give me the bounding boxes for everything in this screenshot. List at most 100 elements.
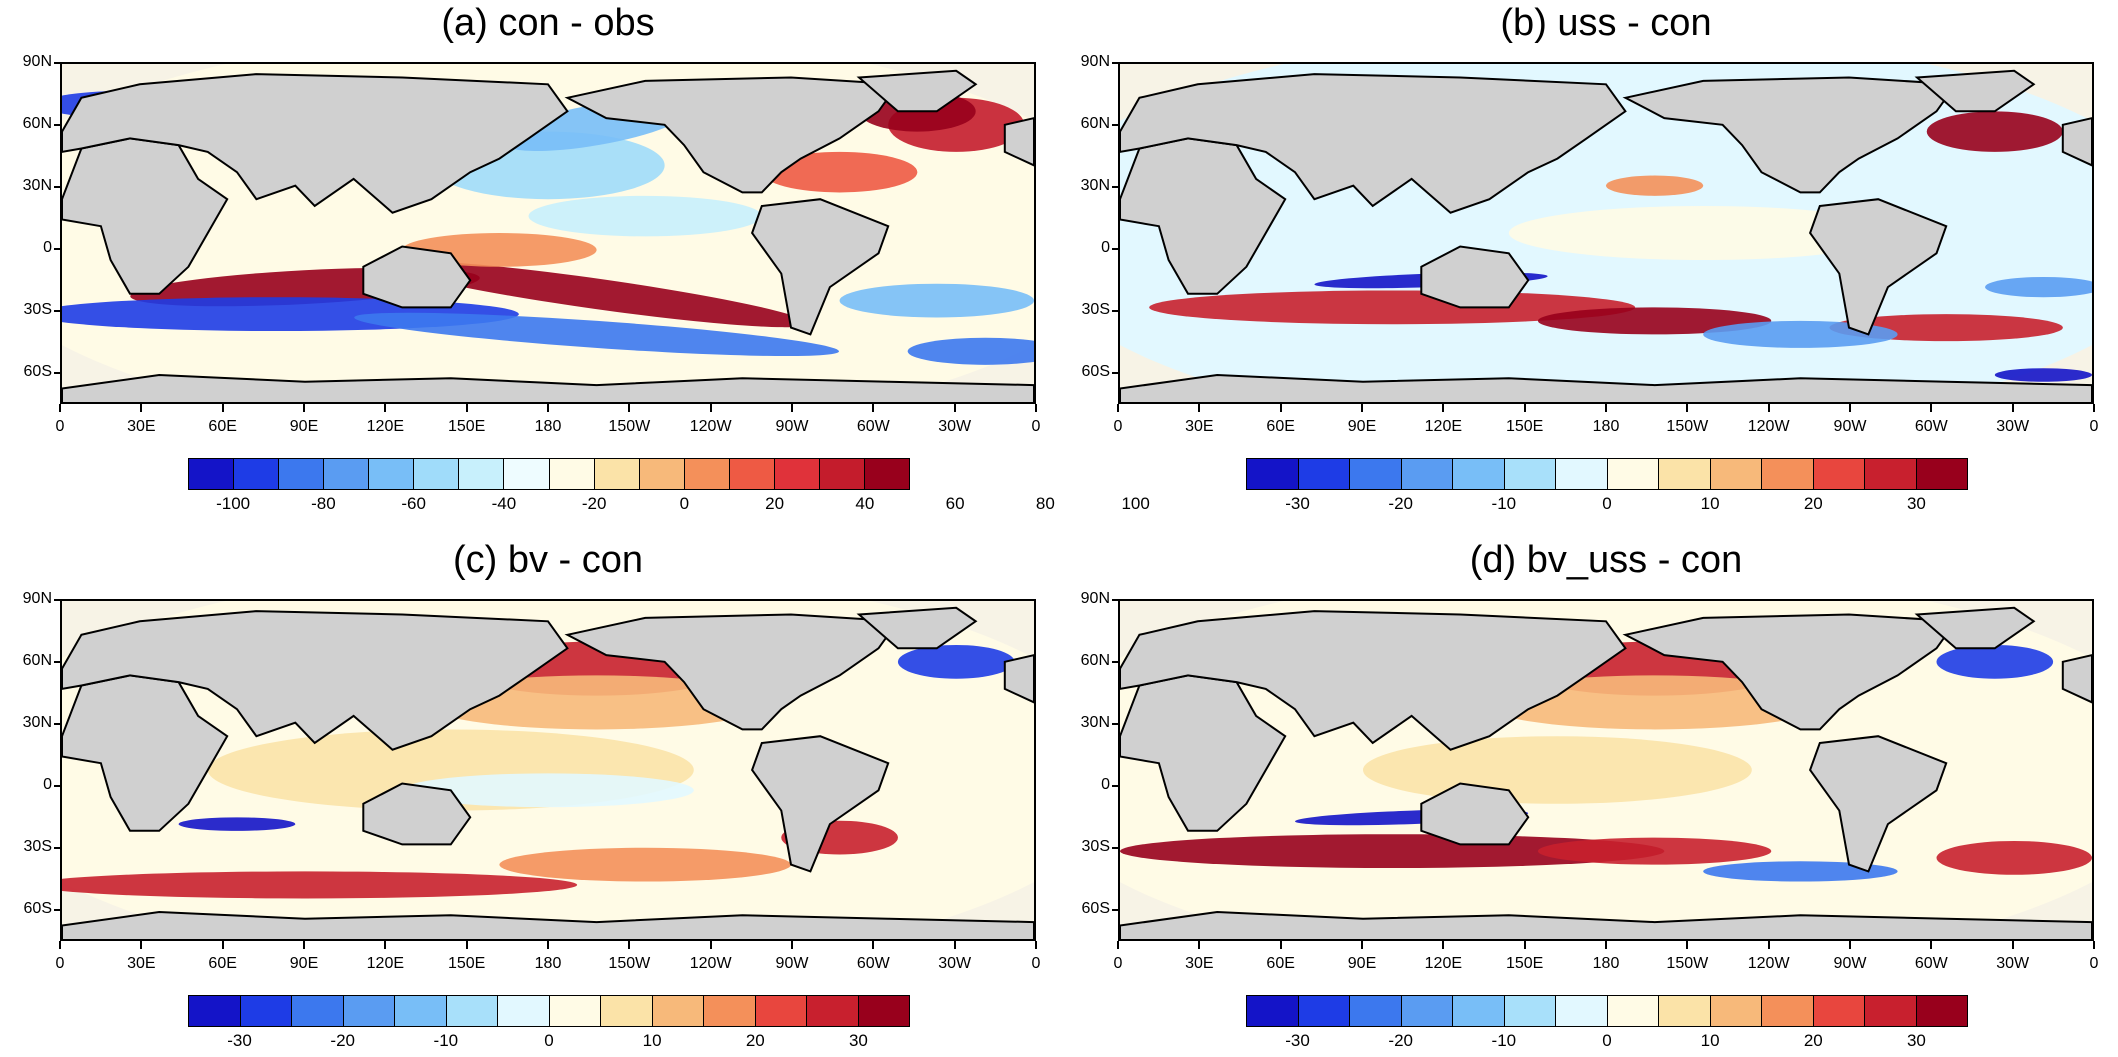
lon-tick	[1930, 941, 1933, 949]
colorbar-swatch	[369, 459, 415, 489]
lat-tick	[1112, 599, 1118, 601]
lon-tick	[547, 404, 549, 412]
lon-label: 150E	[447, 955, 486, 972]
lat-tick	[1112, 310, 1118, 312]
lon-tick	[953, 404, 956, 412]
colorbar-label: 0	[544, 1031, 554, 1050]
lon-tick	[2011, 941, 2014, 949]
anomaly-field	[1120, 601, 2092, 939]
lon-label: 180	[534, 418, 562, 435]
colorbar-label: -30	[1285, 494, 1310, 513]
colorbar-swatch	[414, 459, 460, 489]
lat-tick	[54, 847, 60, 849]
colorbar-swatch	[189, 996, 241, 1026]
colorbar-swatch	[594, 459, 640, 489]
land-greenland	[856, 606, 978, 650]
colorbar-swatch	[774, 459, 820, 489]
colorbar-label: 20	[745, 1031, 765, 1050]
lon-tick	[628, 404, 631, 412]
anomaly-patch	[528, 195, 762, 237]
lon-tick	[1198, 404, 1201, 412]
anomaly-patch	[402, 773, 694, 808]
lon-tick	[791, 404, 793, 412]
lat-label: 0	[1101, 239, 1110, 256]
lon-label: 120E	[366, 418, 405, 435]
lat-label: 90N	[22, 53, 52, 70]
anomaly-field	[1120, 64, 2092, 402]
land-antarctica	[62, 373, 1034, 402]
lon-label: 150E	[447, 418, 486, 435]
colorbar-swatch	[652, 996, 704, 1026]
land-eurasia2	[1003, 654, 1034, 704]
colorbar-label: -80	[311, 494, 336, 513]
lon-label: 150W	[1666, 955, 1709, 972]
lon-tick	[1117, 941, 1119, 949]
colorbar-label: 30	[848, 1031, 868, 1050]
lon-tick	[1361, 941, 1363, 949]
anomaly-patch	[1994, 368, 2092, 382]
colorbar-label: 0	[1602, 1031, 1612, 1050]
lat-label: 60S	[23, 900, 52, 917]
colorbar-swatch	[1298, 459, 1350, 489]
lon-label: 150W	[1666, 418, 1709, 435]
panel-title: (a) con - obs	[441, 2, 655, 44]
lon-tick	[140, 941, 143, 949]
land-australia	[1420, 245, 1530, 309]
lon-label: 120E	[1424, 955, 1463, 972]
lon-label: 90E	[1347, 955, 1377, 972]
colorbar-label: 20	[1803, 494, 1823, 513]
lon-label: 0	[1113, 955, 1123, 972]
lat-label: 60N	[1080, 115, 1110, 132]
colorbar-label: 40	[855, 494, 875, 513]
colorbar-swatch	[1401, 459, 1453, 489]
land-eurasia	[1120, 73, 1627, 214]
lon-tick	[2093, 404, 2095, 412]
lon-tick	[872, 941, 875, 949]
colorbar-swatch	[1916, 996, 1967, 1026]
colorbar-label: 80	[1035, 494, 1055, 513]
colorbar-swatch	[240, 996, 292, 1026]
colorbar-swatch	[459, 459, 505, 489]
lon-label: 90W	[1833, 955, 1867, 972]
lon-label: 60E	[1266, 955, 1295, 972]
lon-tick	[1279, 941, 1282, 949]
lon-label: 120W	[1747, 418, 1790, 435]
colorbar-label: 0	[1602, 494, 1612, 513]
lon-tick	[1767, 404, 1770, 412]
land-australia	[1420, 782, 1530, 846]
lon-label: 0	[2089, 418, 2099, 435]
lon-tick	[140, 404, 143, 412]
map-plot	[60, 62, 1036, 404]
land-eurasia2	[2061, 654, 2092, 704]
colorbar-swatch	[504, 459, 550, 489]
anomaly-patch	[1537, 307, 1772, 335]
colorbar-swatch	[279, 459, 325, 489]
colorbar-label: 10	[1700, 494, 1720, 513]
lon-tick	[59, 404, 61, 412]
colorbar-swatch	[704, 996, 756, 1026]
lon-tick	[1523, 941, 1526, 949]
lon-label: 150E	[1505, 955, 1544, 972]
lon-label: 60E	[1266, 418, 1295, 435]
lat-tick	[1112, 847, 1118, 849]
lat-tick	[54, 124, 60, 126]
colorbar-swatch	[1659, 459, 1711, 489]
lon-label: 180	[534, 955, 562, 972]
lat-tick	[54, 599, 60, 601]
lon-label: 120E	[1424, 418, 1463, 435]
colorbar-label: -30	[1285, 1031, 1310, 1050]
colorbar-swatch	[1298, 996, 1350, 1026]
colorbar-label: -20	[330, 1031, 355, 1050]
colorbar-label: 100	[1121, 494, 1150, 513]
lat-tick	[54, 62, 60, 64]
lon-tick	[628, 941, 631, 949]
colorbar-swatch	[1453, 996, 1505, 1026]
colorbar-swatch	[1556, 459, 1608, 489]
lon-tick	[1849, 404, 1851, 412]
colorbar-swatch	[1710, 459, 1762, 489]
lon-label: 0	[1031, 955, 1041, 972]
colorbar-swatch	[446, 996, 498, 1026]
anomaly-patch	[1926, 111, 2063, 152]
colorbar-label: 10	[1700, 1031, 1720, 1050]
lat-tick	[1112, 785, 1118, 787]
